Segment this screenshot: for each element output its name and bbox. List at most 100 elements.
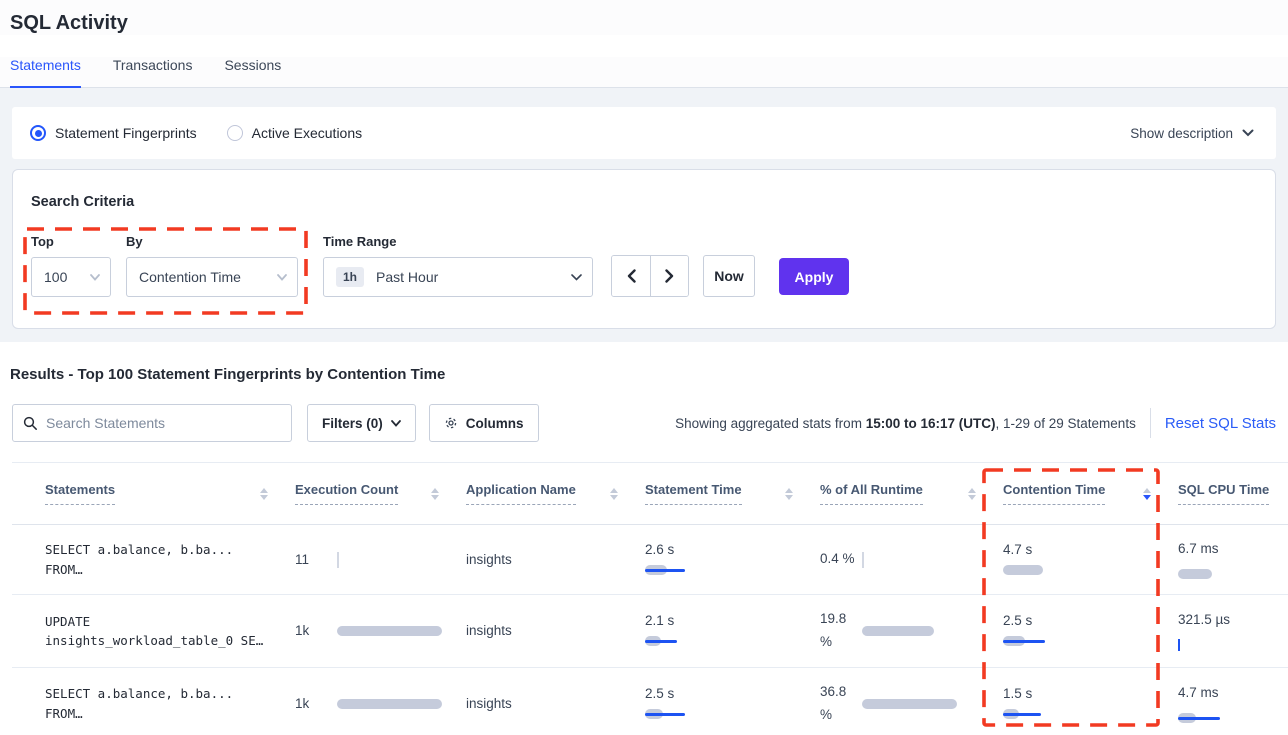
next-time-button[interactable] bbox=[650, 256, 688, 296]
sort-arrows-icon[interactable] bbox=[260, 487, 268, 500]
contention-time-value: 2.5 s bbox=[1003, 613, 1033, 629]
metric-bar bbox=[1178, 567, 1288, 581]
column-header-execution-count[interactable]: Execution Count bbox=[284, 482, 455, 505]
page-title: SQL Activity bbox=[10, 12, 128, 34]
execution-count-value: 11 bbox=[295, 552, 310, 567]
application-name-value: insights bbox=[466, 622, 512, 638]
column-header-label: Execution Count bbox=[295, 482, 399, 505]
column-header-label: SQL CPU Time bbox=[1178, 482, 1270, 505]
time-range-label: Time Range bbox=[323, 234, 397, 249]
search-criteria-card: Search Criteria Top 100 By Contention Ti… bbox=[12, 169, 1276, 329]
statement-time-value: 2.1 s bbox=[645, 613, 675, 629]
column-header-label: % of All Runtime bbox=[820, 482, 923, 505]
columns-label: Columns bbox=[465, 415, 524, 431]
metric-bar bbox=[862, 551, 980, 568]
stats-text: Showing aggregated stats from 15:00 to 1… bbox=[675, 415, 1136, 431]
column-header-application-name[interactable]: Application Name bbox=[455, 482, 634, 505]
statement-fingerprint-link[interactable]: UPDATE insights_workload_table_0 SE… bbox=[45, 613, 264, 648]
sort-arrows-icon[interactable] bbox=[968, 487, 976, 500]
statement-time-value: 2.6 s bbox=[645, 542, 675, 557]
column-header-label: Application Name bbox=[466, 482, 576, 505]
sql-cpu-time-cell: 321.5 µs bbox=[1167, 594, 1288, 668]
statement-cell: UPDATE insights_workload_table_0 SE… bbox=[12, 594, 284, 668]
tab-bar: Statements Transactions Sessions bbox=[0, 57, 1288, 88]
statement-time-value: 2.5 s bbox=[645, 686, 675, 702]
statement-fingerprint-link[interactable]: SELECT a.balance, b.ba... FROM… bbox=[45, 542, 234, 577]
table-row: UPDATE insights_workload_table_0 SE… 1k ins… bbox=[12, 594, 1288, 668]
chevron-down-icon bbox=[277, 273, 287, 281]
metric-bar bbox=[645, 634, 763, 648]
execution-count-cell: 1k bbox=[284, 667, 455, 735]
radio-statement-fingerprints[interactable]: Statement Fingerprints bbox=[30, 125, 197, 141]
metric-bar bbox=[337, 624, 445, 638]
now-button[interactable]: Now bbox=[703, 255, 755, 297]
time-range-value: Past Hour bbox=[376, 269, 439, 285]
table-row: SELECT a.balance, b.ba... FROM… 1k insights… bbox=[12, 667, 1288, 735]
stats-summary: Showing aggregated stats from 15:00 to 1… bbox=[675, 408, 1278, 438]
statement-time-cell: 2.6 s bbox=[634, 524, 809, 595]
pct-runtime-cell: 36.8 % bbox=[809, 667, 992, 735]
by-select[interactable]: Contention Time bbox=[126, 257, 298, 297]
contention-time-cell: 4.7 s bbox=[992, 524, 1167, 595]
radio-label: Active Executions bbox=[251, 125, 363, 141]
application-name-cell: insights bbox=[455, 524, 634, 595]
column-header-contention-time[interactable]: Contention Time bbox=[992, 482, 1167, 505]
column-header--of-all-runtime[interactable]: % of All Runtime bbox=[809, 482, 992, 505]
metric-bar bbox=[1003, 634, 1121, 648]
application-name-cell: insights bbox=[455, 594, 634, 668]
filters-label: Filters (0) bbox=[322, 415, 383, 431]
chevron-down-icon bbox=[90, 273, 100, 281]
execution-count-value: 1k bbox=[295, 623, 310, 639]
metric-bar bbox=[862, 624, 980, 638]
tab-statements[interactable]: Statements bbox=[10, 57, 81, 88]
by-select-value: Contention Time bbox=[139, 269, 241, 285]
radio-unselected-icon[interactable] bbox=[226, 125, 243, 141]
search-statements-box[interactable] bbox=[12, 404, 292, 442]
metric-bar bbox=[337, 551, 445, 568]
tab-sessions[interactable]: Sessions bbox=[224, 57, 282, 73]
search-icon bbox=[23, 416, 38, 431]
reset-sql-stats-link[interactable]: Reset SQL Stats bbox=[1164, 414, 1276, 432]
top-select[interactable]: 100 bbox=[31, 257, 111, 297]
statement-fingerprint-link[interactable]: SELECT a.balance, b.ba... FROM… bbox=[45, 686, 234, 721]
search-statements-input[interactable] bbox=[46, 415, 281, 431]
filters-band: Statement Fingerprints Active Executions… bbox=[0, 88, 1288, 342]
execution-count-value: 1k bbox=[295, 696, 310, 712]
column-header-label: Statement Time bbox=[645, 482, 742, 505]
tab-transactions[interactable]: Transactions bbox=[112, 57, 193, 73]
sort-arrows-icon[interactable] bbox=[431, 487, 439, 500]
sort-arrows-icon[interactable] bbox=[785, 487, 793, 500]
chevron-left-icon bbox=[627, 269, 636, 283]
column-header-statement-time[interactable]: Statement Time bbox=[634, 482, 809, 505]
contention-time-value: 1.5 s bbox=[1003, 686, 1033, 702]
statement-cell: SELECT a.balance, b.ba... FROM… bbox=[12, 524, 284, 595]
show-description-toggle[interactable]: Show description bbox=[1130, 126, 1254, 141]
metric-bar bbox=[645, 707, 763, 721]
contention-time-value: 4.7 s bbox=[1003, 542, 1033, 557]
column-header-sql-cpu-time[interactable]: SQL CPU Time bbox=[1167, 482, 1288, 505]
metric-bar bbox=[1178, 711, 1288, 725]
radio-active-executions[interactable]: Active Executions bbox=[226, 125, 363, 141]
metric-bar bbox=[862, 697, 980, 711]
apply-button[interactable]: Apply bbox=[779, 258, 849, 295]
contention-time-cell: 1.5 s bbox=[992, 667, 1167, 735]
chevron-right-icon bbox=[665, 269, 674, 283]
column-header-statements[interactable]: Statements bbox=[12, 482, 284, 505]
top-select-value: 100 bbox=[44, 269, 68, 285]
execution-count-cell: 11 bbox=[284, 524, 455, 595]
gear-icon bbox=[444, 416, 458, 430]
filters-button[interactable]: Filters (0) bbox=[307, 404, 416, 442]
sort-arrows-icon[interactable] bbox=[610, 487, 618, 500]
sort-arrows-icon[interactable] bbox=[1143, 487, 1151, 500]
columns-button[interactable]: Columns bbox=[428, 404, 539, 442]
sql-cpu-time-cell: 4.7 ms bbox=[1167, 667, 1288, 735]
metric-bar bbox=[1003, 707, 1121, 721]
metric-bar bbox=[1178, 638, 1288, 652]
statements-table: Statements Execution Count Application Nam… bbox=[12, 462, 1288, 735]
column-header-label: Contention Time bbox=[1003, 482, 1106, 505]
application-name-cell: insights bbox=[455, 667, 634, 735]
prev-time-button[interactable] bbox=[612, 256, 650, 296]
radio-selected-icon[interactable] bbox=[30, 125, 46, 141]
time-range-select[interactable]: 1h Past Hour bbox=[323, 257, 593, 297]
column-header-label: Statements bbox=[45, 482, 116, 505]
